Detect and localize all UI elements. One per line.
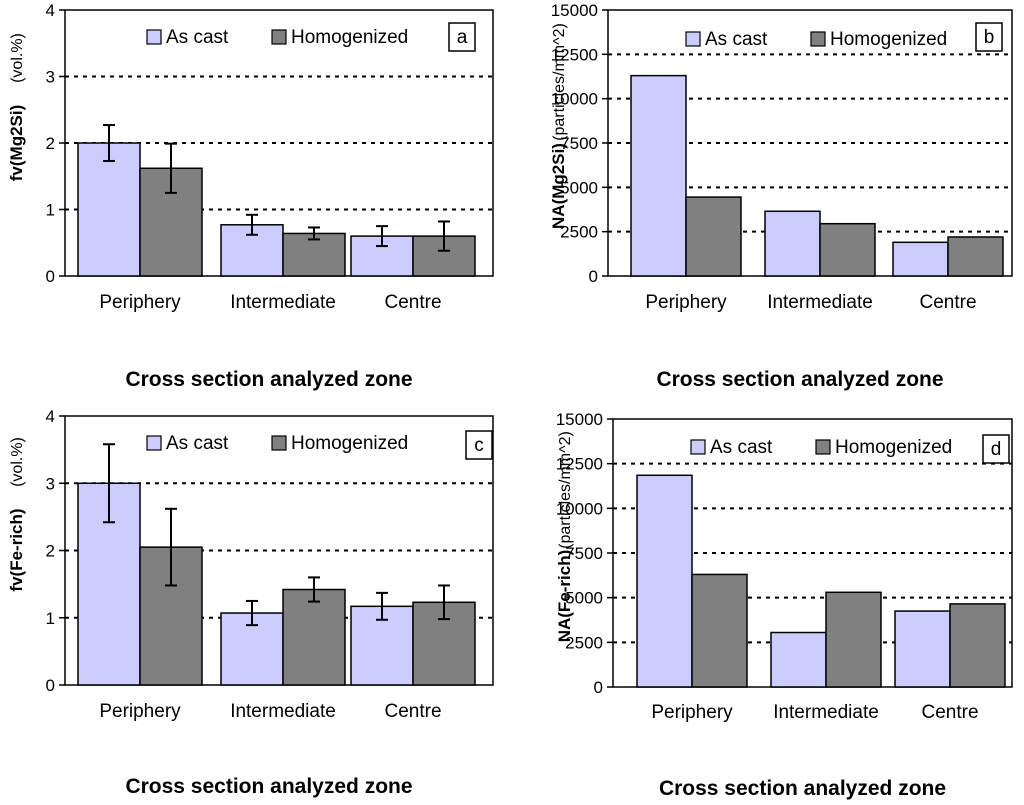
bar-homogenized — [819, 222, 876, 277]
y-tick-label: 10000 — [551, 90, 598, 109]
bar-homogenized — [282, 588, 346, 686]
x-axis-label: Cross section analyzed zone — [656, 368, 943, 391]
y-tick-label: 12500 — [556, 455, 603, 474]
bar-homogenized — [691, 573, 748, 688]
y-tick-label: 2500 — [560, 223, 598, 242]
y-tick-label: 15000 — [551, 1, 598, 20]
legend-swatch-homogenized — [271, 435, 287, 451]
legend-label: As cast — [710, 437, 773, 458]
category-label: Intermediate — [230, 701, 336, 722]
category-label: Centre — [921, 702, 978, 723]
y-tick-label: 0 — [46, 267, 55, 286]
y-axis-unit: (particles/mm^2) — [551, 23, 568, 141]
category-label: Intermediate — [767, 292, 873, 313]
legend-swatch-as-cast — [685, 31, 701, 47]
y-tick-label: 1 — [46, 201, 55, 220]
y-tick-label: 0 — [46, 676, 55, 695]
legend-swatch-homogenized — [271, 29, 287, 45]
category-label: Periphery — [99, 701, 181, 722]
panel-label-box — [448, 22, 476, 52]
y-tick-label: 4 — [46, 1, 55, 20]
legend-swatch-homogenized — [810, 31, 826, 47]
x-axis-label: Cross section analyzed zone — [125, 368, 412, 391]
panel-label-box — [465, 430, 493, 460]
panel-label-box — [975, 22, 1003, 52]
category-label: Intermediate — [230, 292, 336, 313]
y-tick-label: 15000 — [556, 410, 603, 429]
category-label: Intermediate — [773, 702, 879, 723]
category-label: Periphery — [99, 292, 181, 313]
panel-label: c — [474, 435, 484, 456]
bar-as-cast — [636, 474, 693, 688]
y-axis-unit: (vol.%) — [9, 437, 26, 487]
y-axis-label: NA(Fe-rich) — [555, 550, 574, 643]
y-tick-label: 7500 — [560, 134, 598, 153]
y-tick-label: 0 — [594, 678, 603, 697]
chart-panel-c: 0 1 2 3 4 Periphery Intermediate Centre As cast H… — [7, 407, 494, 798]
category-label: Centre — [384, 701, 441, 722]
y-tick-label: 7500 — [565, 544, 603, 563]
category-label: Centre — [384, 292, 441, 313]
y-tick-label: 2 — [46, 134, 55, 153]
legend-label: Homogenized — [830, 29, 947, 50]
panel-label-box — [982, 434, 1010, 464]
legend-swatch-as-cast — [690, 439, 706, 455]
legend-label: Homogenized — [291, 433, 408, 454]
y-tick-label: 3 — [46, 474, 55, 493]
panel-label: d — [991, 439, 1002, 460]
x-axis-label: Cross section analyzed zone — [125, 775, 412, 798]
y-axis-unit: (particles/mm^2) — [557, 431, 574, 549]
y-tick-label: 5000 — [565, 589, 603, 608]
y-tick-label: 2500 — [565, 633, 603, 652]
y-tick-label: 2 — [46, 542, 55, 561]
y-tick-label: 12500 — [551, 45, 598, 64]
legend-label: Homogenized — [291, 27, 408, 48]
chart-panel-b: 0 2500 5000 7500 10000 12500 15000 Periphery Int… — [549, 1, 1013, 391]
y-tick-label: 1 — [46, 609, 55, 628]
bar-homogenized — [685, 196, 742, 277]
legend-label: As cast — [705, 29, 768, 50]
bar-as-cast — [894, 610, 951, 688]
bar-as-cast — [892, 241, 949, 277]
bar-as-cast — [77, 142, 141, 277]
y-axis-unit: (vol.%) — [9, 33, 26, 83]
y-axis-label: fv(Fe-rich) — [7, 508, 26, 591]
legend-label: As cast — [166, 433, 229, 454]
category-label: Periphery — [651, 702, 733, 723]
bar-as-cast — [764, 210, 821, 277]
y-tick-label: 5000 — [560, 178, 598, 197]
bar-as-cast — [770, 631, 827, 688]
bar-as-cast — [630, 74, 687, 277]
bar-homogenized — [282, 232, 346, 277]
bar-homogenized — [949, 603, 1006, 688]
chart-panel-d: 0 2500 5000 7500 10000 12500 15000 Periphery Int… — [555, 410, 1013, 800]
legend-swatch-as-cast — [146, 435, 162, 451]
legend-swatch-as-cast — [146, 29, 162, 45]
y-tick-label: 10000 — [556, 499, 603, 518]
panel-label: a — [457, 27, 468, 48]
y-axis-label: fv(Mg2Si) — [7, 105, 26, 182]
bar-homogenized — [825, 591, 882, 688]
category-label: Periphery — [645, 292, 727, 313]
panel-label: b — [984, 27, 995, 48]
x-axis-label: Cross section analyzed zone — [659, 777, 946, 800]
y-tick-label: 4 — [46, 407, 55, 426]
category-label: Centre — [919, 292, 976, 313]
legend-label: As cast — [166, 27, 229, 48]
y-tick-label: 0 — [589, 267, 598, 286]
y-axis-label: NA(Mg2Si) — [549, 143, 568, 229]
legend-swatch-homogenized — [815, 439, 831, 455]
bar-homogenized — [947, 236, 1004, 277]
legend-label: Homogenized — [835, 437, 952, 458]
chart-panel-a: 0 1 2 3 4 Periphery Intermediate Centre As cast H… — [7, 1, 494, 391]
y-tick-label: 3 — [46, 68, 55, 87]
